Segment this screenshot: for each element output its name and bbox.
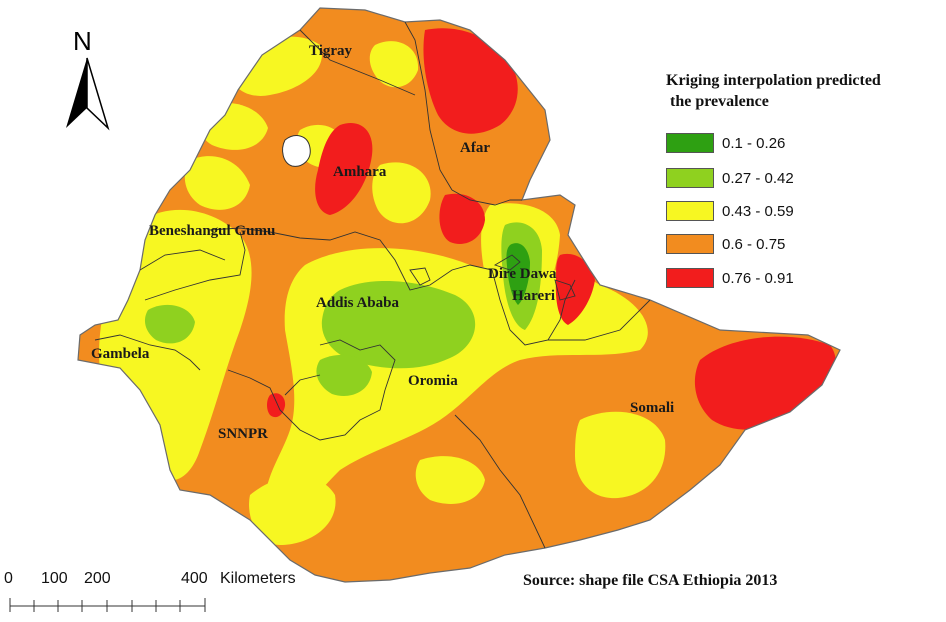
legend-item: 0.1 - 0.26 (666, 133, 785, 153)
region-label-hareri: Hareri (512, 288, 555, 304)
legend-swatch (666, 234, 714, 254)
region-boundaries (94, 21, 651, 549)
legend-item: 0.76 - 0.91 (666, 268, 794, 288)
legend-title-line2: the prevalence (670, 93, 769, 110)
region-label-amhara: Amhara (333, 164, 387, 180)
legend-swatch (666, 168, 714, 188)
scale-label-200: 200 (84, 570, 111, 587)
legend-swatch (666, 268, 714, 288)
legend-label: 0.6 - 0.75 (722, 235, 786, 253)
legend-title-line1: Kriging interpolation predicted (666, 72, 881, 89)
source-note: Source: shape file CSA Ethiopia 2013 (523, 572, 778, 589)
legend-swatch (666, 133, 714, 153)
scale-label-400: 400 (181, 570, 208, 587)
north-arrow: N (66, 26, 110, 131)
region-label-beneshangul: Beneshangul Gumu (149, 223, 275, 239)
region-label-dire-dawa: Dire Dawa (488, 266, 557, 282)
scale-label-100: 100 (41, 570, 68, 587)
region-label-gambela: Gambela (91, 346, 150, 362)
north-letter: N (73, 26, 92, 56)
north-arrow-right-half (86, 57, 110, 131)
region-label-snnpr: SNNPR (218, 426, 268, 442)
region-label-afar: Afar (460, 140, 490, 156)
prevalence-surface (99, 28, 836, 545)
legend-swatch (666, 201, 714, 221)
legend-title: Kriging interpolation predicted the prev… (666, 70, 946, 112)
region-label-tigray: Tigray (309, 43, 353, 59)
legend-item: 0.43 - 0.59 (666, 201, 794, 221)
legend-item: 0.27 - 0.42 (666, 168, 794, 188)
legend-label: 0.1 - 0.26 (722, 134, 786, 152)
region-label-somali: Somali (630, 400, 674, 416)
legend-label: 0.27 - 0.42 (722, 169, 794, 187)
scale-label-0: 0 (4, 570, 13, 587)
scale-unit-label: Kilometers (220, 570, 296, 587)
legend-label: 0.76 - 0.91 (722, 269, 794, 287)
region-label-oromia: Oromia (408, 373, 458, 389)
country-outline (77, 7, 841, 583)
scale-bar (9, 598, 206, 612)
legend-label: 0.43 - 0.59 (722, 202, 794, 220)
region-label-addis-ababa: Addis Ababa (316, 295, 399, 311)
north-arrow-left-half (66, 58, 87, 128)
legend-item: 0.6 - 0.75 (666, 234, 785, 254)
